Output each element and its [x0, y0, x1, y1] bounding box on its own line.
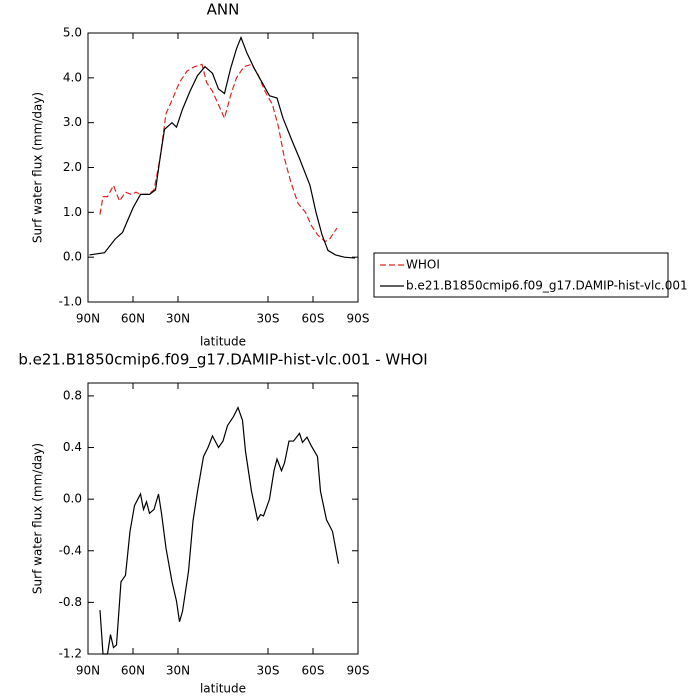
x-tick-label: 60S	[302, 664, 325, 678]
series-line	[99, 405, 340, 655]
x-tick-label: 90S	[347, 312, 370, 326]
y-axis-label: Surf water flux (mm/day)	[31, 443, 45, 594]
x-tick-label: 30S	[257, 312, 280, 326]
y-tick-label: -1.2	[59, 647, 82, 661]
y-tick-label: 0.8	[63, 388, 82, 402]
series-line	[89, 35, 356, 259]
chart-title: b.e21.B1850cmip6.f09_g17.DAMIP-hist-vlc.…	[18, 351, 427, 370]
series-line	[99, 63, 338, 243]
y-tick-label: 2.0	[63, 160, 82, 174]
x-tick-label: 90N	[76, 664, 100, 678]
x-tick-label: 90N	[76, 312, 100, 326]
legend-box	[373, 252, 669, 298]
y-tick-label: 5.0	[63, 26, 82, 40]
chart-title: ANN	[207, 1, 240, 19]
x-tick-label: 30S	[257, 664, 280, 678]
y-tick-label: -0.8	[59, 595, 82, 609]
plot-frame	[87, 382, 359, 655]
x-tick-label: 30N	[166, 312, 190, 326]
y-tick-label: -1.0	[59, 295, 82, 309]
x-axis-label: latitude	[200, 335, 246, 349]
x-axis-label: latitude	[200, 682, 246, 696]
x-tick-label: 60N	[121, 664, 145, 678]
y-tick-label: 0.0	[63, 250, 82, 264]
y-axis-label: Surf water flux (mm/day)	[31, 92, 45, 243]
y-tick-label: 1.0	[63, 205, 82, 219]
legend-label: WHOI	[406, 258, 440, 272]
y-tick-label: 0.0	[63, 492, 82, 506]
legend-label: b.e21.B1850cmip6.f09_g17.DAMIP-hist-vlc.…	[406, 279, 688, 293]
y-tick-label: 0.4	[63, 440, 82, 454]
y-tick-label: 3.0	[63, 115, 82, 129]
y-tick-label: 4.0	[63, 70, 82, 84]
x-tick-label: 90S	[347, 664, 370, 678]
x-tick-label: 60N	[121, 312, 145, 326]
x-tick-label: 30N	[166, 664, 190, 678]
y-tick-label: -0.4	[59, 543, 82, 557]
x-tick-label: 60S	[302, 312, 325, 326]
plot-frame	[87, 32, 359, 303]
